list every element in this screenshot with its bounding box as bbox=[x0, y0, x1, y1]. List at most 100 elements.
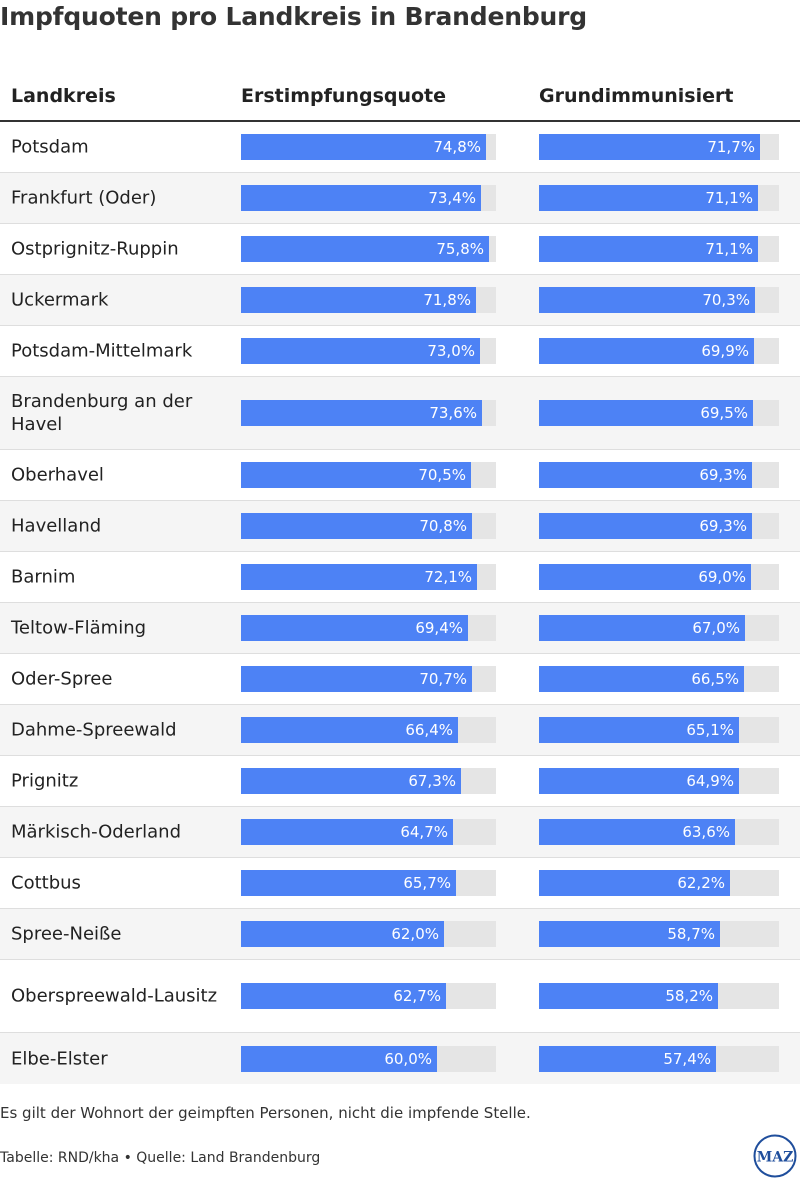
erst-bar-track: 73,0% bbox=[241, 338, 496, 364]
erst-bar: 69,4% bbox=[241, 615, 468, 641]
grund-bar-track: 58,2% bbox=[539, 983, 779, 1009]
erst-value-label: 73,6% bbox=[429, 404, 477, 422]
grund-bar-track: 69,3% bbox=[539, 462, 779, 488]
erst-value-label: 74,8% bbox=[433, 138, 481, 156]
grund-value-label: 70,3% bbox=[702, 291, 750, 309]
landkreis-name: Potsdam bbox=[11, 136, 89, 158]
table-row: Märkisch-Oderland 64,7% 63,6% bbox=[0, 807, 800, 858]
column-header-grundimmunisiert: Grundimmunisiert bbox=[539, 85, 734, 107]
grund-value-label: 69,3% bbox=[699, 466, 747, 484]
table-row: Potsdam-Mittelmark 73,0% 69,9% bbox=[0, 326, 800, 377]
grund-value-label: 57,4% bbox=[663, 1049, 711, 1068]
grund-bar: 58,2% bbox=[539, 983, 718, 1009]
grund-bar: 66,5% bbox=[539, 666, 744, 692]
grund-bar-track: 69,0% bbox=[539, 564, 779, 590]
grund-bar: 58,7% bbox=[539, 921, 720, 947]
table-row: Frankfurt (Oder) 73,4% 71,1% bbox=[0, 173, 800, 224]
erst-bar-track: 73,6% bbox=[241, 400, 496, 426]
grund-value-label: 71,1% bbox=[705, 240, 753, 258]
table-row: Havelland 70,8% 69,3% bbox=[0, 501, 800, 552]
grund-bar-track: 65,1% bbox=[539, 717, 779, 743]
erst-bar-track: 72,1% bbox=[241, 564, 496, 590]
grund-bar-track: 64,9% bbox=[539, 768, 779, 794]
grund-value-label: 67,0% bbox=[692, 619, 740, 637]
erst-bar-track: 62,7% bbox=[241, 983, 496, 1009]
erst-bar-track: 75,8% bbox=[241, 236, 496, 262]
erst-value-label: 73,0% bbox=[427, 342, 475, 360]
grund-value-label: 71,7% bbox=[707, 138, 755, 156]
table-row: Brandenburg an der Havel 73,6% 69,5% bbox=[0, 377, 800, 450]
landkreis-name: Havelland bbox=[11, 515, 102, 537]
grund-bar-track: 57,4% bbox=[539, 1045, 779, 1072]
erst-bar: 62,7% bbox=[241, 983, 446, 1009]
erst-value-label: 75,8% bbox=[436, 240, 484, 258]
erst-value-label: 72,1% bbox=[424, 568, 472, 586]
erst-value-label: 70,7% bbox=[419, 670, 467, 688]
erst-bar: 60,0% bbox=[241, 1045, 437, 1072]
grund-bar-track: 62,2% bbox=[539, 870, 779, 896]
erst-bar: 74,8% bbox=[241, 134, 486, 160]
erst-bar: 67,3% bbox=[241, 768, 461, 794]
column-header-erstimpfungsquote: Erstimpfungsquote bbox=[241, 85, 447, 107]
erst-bar-track: 60,0% bbox=[241, 1045, 496, 1072]
erst-bar-track: 64,7% bbox=[241, 819, 496, 845]
erst-bar: 73,0% bbox=[241, 338, 480, 364]
grund-bar: 67,0% bbox=[539, 615, 745, 641]
grund-bar: 69,0% bbox=[539, 564, 751, 590]
landkreis-name: Dahme-Spreewald bbox=[11, 719, 177, 741]
erst-bar: 64,7% bbox=[241, 819, 453, 845]
erst-bar: 70,8% bbox=[241, 513, 472, 539]
grund-bar-track: 69,3% bbox=[539, 513, 779, 539]
grund-bar: 69,9% bbox=[539, 338, 754, 364]
column-header-landkreis: Landkreis bbox=[11, 85, 116, 107]
grund-bar-track: 71,1% bbox=[539, 236, 779, 262]
erst-bar-track: 65,7% bbox=[241, 870, 496, 896]
table-row: Ostprignitz-Ruppin 75,8% 71,1% bbox=[0, 224, 800, 275]
table-row: Elbe-Elster 60,0% 57,4% bbox=[0, 1033, 800, 1084]
grund-bar: 69,3% bbox=[539, 513, 752, 539]
erst-bar: 73,6% bbox=[241, 400, 482, 426]
erst-bar: 75,8% bbox=[241, 236, 489, 262]
erst-value-label: 62,7% bbox=[393, 987, 441, 1005]
grund-value-label: 66,5% bbox=[691, 670, 739, 688]
grund-bar: 69,3% bbox=[539, 462, 752, 488]
erst-bar: 70,7% bbox=[241, 666, 472, 692]
grund-value-label: 69,0% bbox=[698, 568, 746, 586]
footnote: Es gilt der Wohnort der geimpften Person… bbox=[0, 1104, 531, 1122]
grund-value-label: 58,7% bbox=[667, 925, 715, 943]
erst-bar-track: 70,7% bbox=[241, 666, 496, 692]
grund-bar: 64,9% bbox=[539, 768, 739, 794]
grund-bar-track: 70,3% bbox=[539, 287, 779, 313]
erst-value-label: 65,7% bbox=[403, 874, 451, 892]
table-row: Spree-Neiße 62,0% 58,7% bbox=[0, 909, 800, 960]
landkreis-name: Frankfurt (Oder) bbox=[11, 187, 157, 209]
table-row: Oberhavel 70,5% 69,3% bbox=[0, 450, 800, 501]
table-row: Oberspreewald-Lausitz 62,7% 58,2% bbox=[0, 960, 800, 1033]
grund-value-label: 58,2% bbox=[665, 987, 713, 1005]
erst-value-label: 64,7% bbox=[400, 823, 448, 841]
landkreis-name: Barnim bbox=[11, 566, 76, 588]
erst-value-label: 60,0% bbox=[384, 1049, 432, 1068]
grund-value-label: 71,1% bbox=[705, 189, 753, 207]
landkreis-name: Uckermark bbox=[11, 289, 109, 311]
erst-bar-track: 71,8% bbox=[241, 287, 496, 313]
table-row: Barnim 72,1% 69,0% bbox=[0, 552, 800, 603]
landkreis-name: Elbe-Elster bbox=[11, 1048, 108, 1069]
grund-bar-track: 58,7% bbox=[539, 921, 779, 947]
grund-bar: 57,4% bbox=[539, 1045, 716, 1072]
grund-bar-track: 66,5% bbox=[539, 666, 779, 692]
grund-bar-track: 71,1% bbox=[539, 185, 779, 211]
table-row: Teltow-Fläming 69,4% 67,0% bbox=[0, 603, 800, 654]
erst-value-label: 70,5% bbox=[418, 466, 466, 484]
erst-bar-track: 70,5% bbox=[241, 462, 496, 488]
landkreis-name: Oberspreewald-Lausitz bbox=[11, 985, 218, 1007]
landkreis-name: Märkisch-Oderland bbox=[11, 821, 181, 843]
landkreis-name: Cottbus bbox=[11, 872, 81, 894]
grund-bar-track: 69,5% bbox=[539, 400, 779, 426]
grund-value-label: 65,1% bbox=[686, 721, 734, 739]
grund-bar: 70,3% bbox=[539, 287, 755, 313]
erst-value-label: 70,8% bbox=[419, 517, 467, 535]
erst-bar: 65,7% bbox=[241, 870, 456, 896]
erst-value-label: 71,8% bbox=[423, 291, 471, 309]
landkreis-name: Prignitz bbox=[11, 770, 79, 792]
